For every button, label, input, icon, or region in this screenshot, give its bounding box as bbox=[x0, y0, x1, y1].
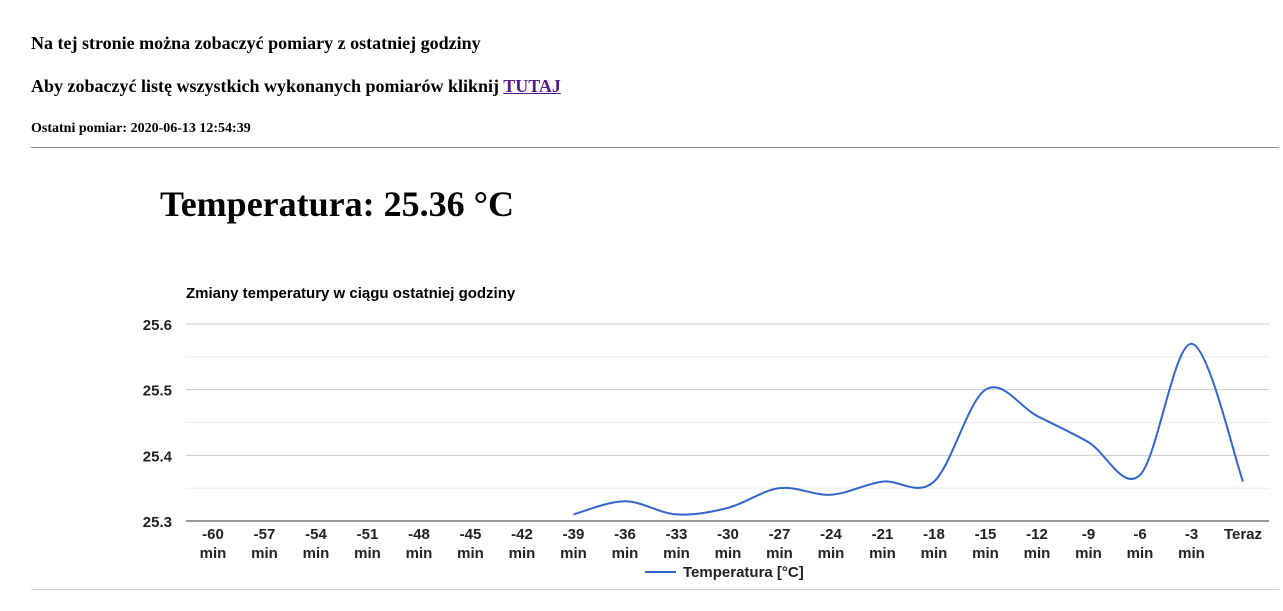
last-measurement-time: 2020-06-13 12:54:39 bbox=[130, 121, 251, 136]
x-tick-label: -51 min bbox=[354, 526, 381, 562]
y-tick-label: 25.3 bbox=[143, 514, 172, 531]
chart-title: Zmiany temperatury w ciągu ostatniej god… bbox=[186, 285, 516, 302]
x-tick-label: -45 min bbox=[457, 526, 484, 562]
last-measurement-label: Ostatni pomiar: bbox=[31, 121, 128, 136]
temperature-series-line bbox=[573, 342, 1244, 516]
x-tick-label: -21 min bbox=[869, 526, 896, 562]
x-tick-label: -18 min bbox=[921, 526, 948, 562]
x-tick-label: -12 min bbox=[1024, 526, 1051, 562]
list-link-line: Aby zobaczyć listę wszystkich wykonanych… bbox=[31, 76, 561, 97]
temperature-chart: 25.3 25.4 25.5 25.6 Zmiany temperatury w cią… bbox=[143, 285, 1269, 581]
y-tick-label: 25.4 bbox=[143, 448, 173, 465]
x-tick-label: -48 min bbox=[406, 526, 433, 562]
x-tick-label: -15 min bbox=[972, 526, 999, 562]
x-tick-label: -54 min bbox=[303, 526, 330, 562]
x-tick-label: -42 min bbox=[509, 526, 536, 562]
x-tick-label: -9 min bbox=[1075, 526, 1102, 562]
last-measurement: Ostatni pomiar: 2020-06-13 12:54:39 bbox=[31, 121, 251, 137]
current-temperature: Temperatura: 25.36 °C bbox=[160, 183, 514, 225]
temperature-value: 25.36 bbox=[383, 184, 465, 224]
x-tick-label: -33 min bbox=[663, 526, 690, 562]
all-measurements-link[interactable]: TUTAJ bbox=[503, 76, 561, 96]
x-tick-label: -36 min bbox=[612, 526, 639, 562]
temperature-unit: °C bbox=[473, 184, 515, 224]
x-tick-label: -27 min bbox=[766, 526, 793, 562]
x-tick-label: -6 min bbox=[1127, 526, 1154, 562]
y-tick-label: 25.5 bbox=[143, 383, 172, 400]
x-tick-label: -24 min bbox=[818, 526, 845, 562]
x-tick-label: -57 min bbox=[251, 526, 278, 562]
x-tick-label: -30 min bbox=[715, 526, 742, 562]
x-tick-label: Teraz bbox=[1224, 526, 1262, 543]
divider-top bbox=[31, 147, 1279, 148]
legend-label: Temperatura [°C] bbox=[683, 564, 804, 581]
y-tick-label: 25.6 bbox=[143, 317, 172, 334]
list-link-prefix: Aby zobaczyć listę wszystkich wykonanych… bbox=[31, 76, 504, 96]
x-tick-label: -60 min bbox=[200, 526, 227, 562]
x-tick-label: -3 min bbox=[1178, 526, 1205, 562]
divider-bottom bbox=[31, 589, 1279, 590]
x-tick-label: -39 min bbox=[560, 526, 587, 562]
temperature-label: Temperatura: bbox=[160, 184, 375, 224]
intro-text: Na tej stronie można zobaczyć pomiary z … bbox=[31, 33, 481, 53]
